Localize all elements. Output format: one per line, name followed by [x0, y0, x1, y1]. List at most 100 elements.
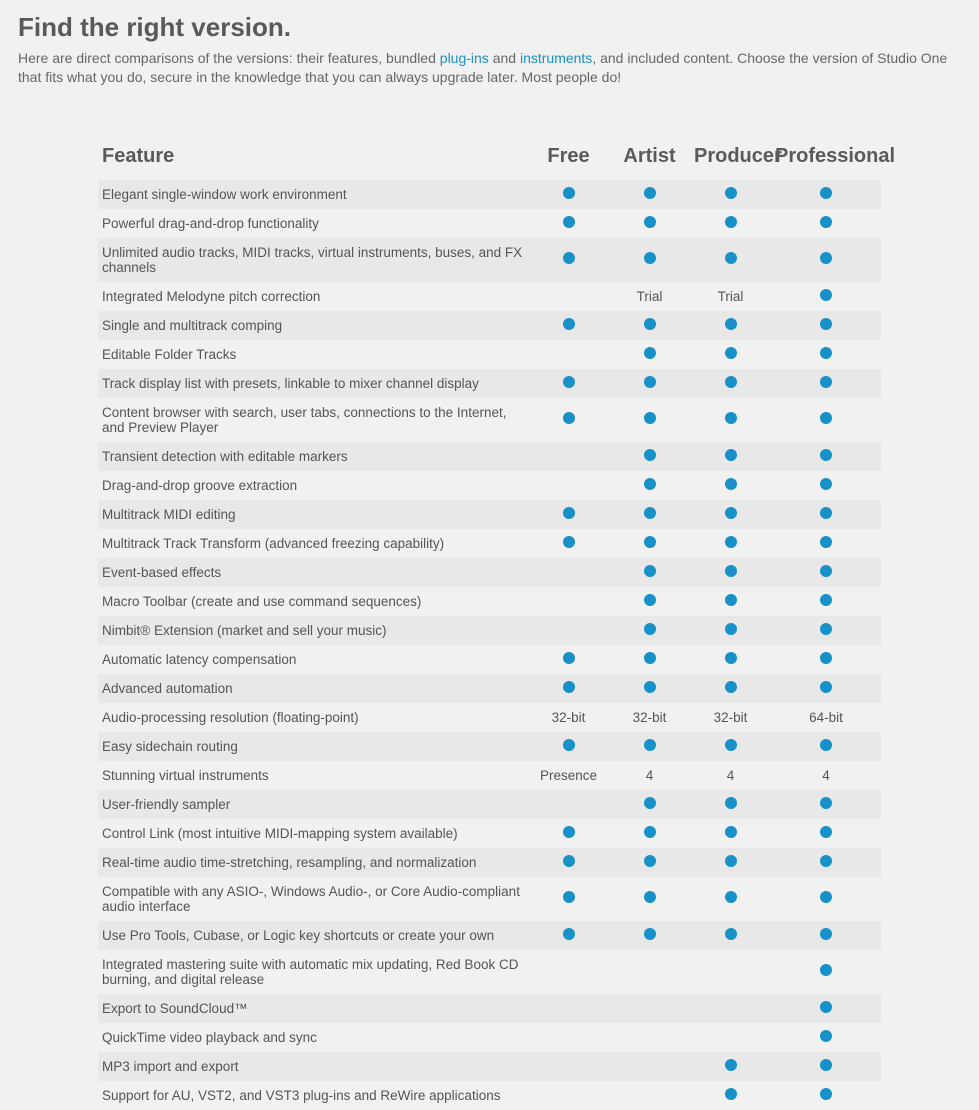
instruments-link[interactable]: instruments	[520, 50, 592, 66]
check-dot-icon	[725, 478, 737, 490]
feature-cell	[609, 238, 690, 282]
check-dot-icon	[563, 739, 575, 751]
feature-label: Unlimited audio tracks, MIDI tracks, vir…	[98, 238, 528, 282]
feature-cell: 64-bit	[771, 703, 881, 732]
feature-cell: Trial	[609, 282, 690, 311]
feature-label: Stunning virtual instruments	[98, 761, 528, 790]
feature-cell	[771, 732, 881, 761]
feature-cell	[528, 238, 609, 282]
feature-cell	[690, 442, 771, 471]
feature-cell: 4	[690, 761, 771, 790]
feature-cell	[690, 529, 771, 558]
table-row: Automatic latency compensation	[98, 645, 881, 674]
comparison-table: Feature Free Artist Producer Professiona…	[98, 137, 881, 1110]
feature-cell	[690, 819, 771, 848]
feature-cell	[609, 558, 690, 587]
feature-cell	[528, 790, 609, 819]
check-dot-icon	[644, 216, 656, 228]
feature-cell	[609, 587, 690, 616]
feature-cell	[528, 180, 609, 209]
feature-label: Compatible with any ASIO-, Windows Audio…	[98, 877, 528, 921]
check-dot-icon	[644, 347, 656, 359]
check-dot-icon	[820, 376, 832, 388]
feature-cell	[771, 790, 881, 819]
table-row: Stunning virtual instrumentsPresence444	[98, 761, 881, 790]
feature-cell	[609, 471, 690, 500]
check-dot-icon	[644, 928, 656, 940]
feature-label: Easy sidechain routing	[98, 732, 528, 761]
feature-cell	[528, 282, 609, 311]
feature-cell	[771, 282, 881, 311]
check-dot-icon	[820, 252, 832, 264]
check-dot-icon	[725, 216, 737, 228]
table-row: Transient detection with editable marker…	[98, 442, 881, 471]
feature-label: Nimbit® Extension (market and sell your …	[98, 616, 528, 645]
table-row: Use Pro Tools, Cubase, or Logic key shor…	[98, 921, 881, 950]
check-dot-icon	[725, 536, 737, 548]
feature-cell	[609, 674, 690, 703]
check-dot-icon	[644, 478, 656, 490]
feature-cell	[609, 311, 690, 340]
check-dot-icon	[644, 594, 656, 606]
feature-cell	[609, 616, 690, 645]
check-dot-icon	[725, 187, 737, 199]
col-professional: Professional	[771, 137, 881, 180]
check-dot-icon	[725, 594, 737, 606]
feature-cell	[690, 994, 771, 1023]
feature-cell	[690, 848, 771, 877]
feature-cell	[528, 994, 609, 1023]
feature-cell	[690, 471, 771, 500]
feature-cell: 32-bit	[609, 703, 690, 732]
feature-cell: 4	[609, 761, 690, 790]
table-row: Audio-processing resolution (floating-po…	[98, 703, 881, 732]
plugins-link[interactable]: plug-ins	[440, 50, 489, 66]
feature-cell	[528, 500, 609, 529]
feature-cell	[528, 398, 609, 442]
check-dot-icon	[820, 449, 832, 461]
feature-cell	[528, 616, 609, 645]
feature-cell: 4	[771, 761, 881, 790]
check-dot-icon	[820, 652, 832, 664]
check-dot-icon	[820, 739, 832, 751]
feature-label: Content browser with search, user tabs, …	[98, 398, 528, 442]
check-dot-icon	[563, 187, 575, 199]
check-dot-icon	[820, 964, 832, 976]
check-dot-icon	[725, 652, 737, 664]
feature-cell	[528, 848, 609, 877]
feature-cell	[528, 950, 609, 994]
check-dot-icon	[644, 623, 656, 635]
feature-label: User-friendly sampler	[98, 790, 528, 819]
check-dot-icon	[644, 449, 656, 461]
feature-cell	[690, 921, 771, 950]
feature-cell	[771, 529, 881, 558]
table-row: Drag-and-drop groove extraction	[98, 471, 881, 500]
feature-cell	[771, 398, 881, 442]
table-row: Multitrack MIDI editing	[98, 500, 881, 529]
feature-label: Advanced automation	[98, 674, 528, 703]
feature-cell	[771, 238, 881, 282]
check-dot-icon	[820, 507, 832, 519]
feature-cell	[609, 1023, 690, 1052]
feature-cell	[771, 1052, 881, 1081]
feature-cell	[771, 645, 881, 674]
check-dot-icon	[725, 565, 737, 577]
check-dot-icon	[820, 412, 832, 424]
feature-cell	[609, 500, 690, 529]
feature-cell	[528, 1052, 609, 1081]
feature-cell	[528, 674, 609, 703]
intro-prefix: Here are direct comparisons of the versi…	[18, 50, 440, 66]
feature-cell	[690, 645, 771, 674]
feature-cell	[609, 950, 690, 994]
feature-label: Audio-processing resolution (floating-po…	[98, 703, 528, 732]
table-row: Integrated Melodyne pitch correctionTria…	[98, 282, 881, 311]
feature-cell	[690, 311, 771, 340]
check-dot-icon	[820, 928, 832, 940]
check-dot-icon	[820, 594, 832, 606]
feature-cell	[528, 877, 609, 921]
page-title: Find the right version.	[18, 12, 961, 43]
feature-cell	[609, 790, 690, 819]
table-row: QuickTime video playback and sync	[98, 1023, 881, 1052]
feature-cell	[771, 1023, 881, 1052]
feature-label: Support for AU, VST2, and VST3 plug-ins …	[98, 1081, 528, 1110]
check-dot-icon	[820, 681, 832, 693]
